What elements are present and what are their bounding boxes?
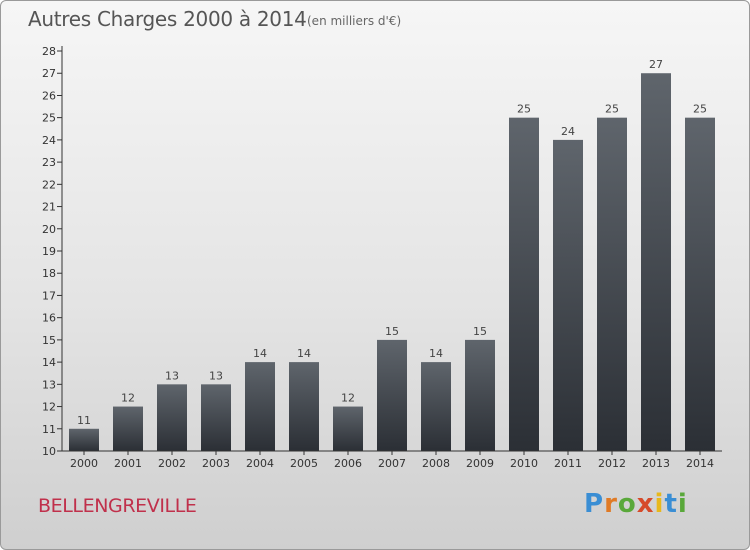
bar-value-label: 13 <box>209 369 223 382</box>
bar-value-label: 14 <box>253 347 267 360</box>
bar-value-label: 25 <box>693 103 707 116</box>
bar-value-label: 15 <box>473 325 487 338</box>
x-tick-label: 2006 <box>334 457 362 470</box>
bar <box>245 362 275 451</box>
y-tick-label: 15 <box>42 334 56 347</box>
bar-value-label: 11 <box>77 414 91 427</box>
logo-letter: i <box>654 489 665 519</box>
bar <box>465 339 495 451</box>
logo-letter: r <box>604 489 618 519</box>
bar <box>157 384 187 451</box>
bar <box>69 428 99 451</box>
y-tick-label: 25 <box>42 112 56 125</box>
logo-letter: i <box>677 489 688 519</box>
logo-letter: P <box>584 489 605 519</box>
bar-value-label: 25 <box>517 103 531 116</box>
bar <box>113 406 143 451</box>
bar <box>553 139 583 451</box>
bar-value-label: 25 <box>605 103 619 116</box>
y-tick-label: 19 <box>42 245 56 258</box>
y-tick-label: 11 <box>42 423 56 436</box>
bar <box>685 117 715 452</box>
x-tick-label: 2010 <box>510 457 538 470</box>
logo-letter: x <box>636 489 655 519</box>
y-tick-label: 12 <box>42 401 56 414</box>
y-tick-label: 17 <box>42 289 56 302</box>
bar <box>641 73 671 451</box>
x-tick-label: 2008 <box>422 457 450 470</box>
proxiti-logo: Proxiti <box>584 489 688 519</box>
y-tick-label: 18 <box>42 267 56 280</box>
x-tick-label: 2001 <box>114 457 142 470</box>
bar <box>289 362 319 451</box>
city-name: BELLENGREVILLE <box>38 495 197 517</box>
x-tick-label: 2007 <box>378 457 406 470</box>
x-tick-label: 2009 <box>466 457 494 470</box>
y-tick-label: 13 <box>42 378 56 391</box>
bar-value-label: 13 <box>165 369 179 382</box>
x-tick-label: 2004 <box>246 457 274 470</box>
bar <box>201 384 231 451</box>
bar <box>421 362 451 451</box>
bar <box>597 117 627 452</box>
y-tick-label: 22 <box>42 178 56 191</box>
chart-unit: (en milliers d'€) <box>307 14 402 28</box>
bar <box>377 339 407 451</box>
y-tick-label: 10 <box>42 445 56 458</box>
y-tick-label: 27 <box>42 67 56 80</box>
bar-value-label: 12 <box>341 392 355 405</box>
bar-value-label: 12 <box>121 392 135 405</box>
y-tick-label: 26 <box>42 89 56 102</box>
bar <box>333 406 363 451</box>
x-tick-label: 2013 <box>642 457 670 470</box>
bar-value-label: 24 <box>561 125 575 138</box>
x-tick-label: 2012 <box>598 457 626 470</box>
y-tick-label: 24 <box>42 134 56 147</box>
x-tick-label: 2003 <box>202 457 230 470</box>
bar-value-label: 27 <box>649 58 663 71</box>
bar <box>509 117 539 452</box>
y-tick-label: 23 <box>42 156 56 169</box>
y-tick-label: 20 <box>42 223 56 236</box>
bar-value-label: 15 <box>385 325 399 338</box>
y-tick-label: 16 <box>42 312 56 325</box>
chart-title: Autres Charges 2000 à 2014 <box>28 7 307 31</box>
x-tick-label: 2005 <box>290 457 318 470</box>
bar-value-label: 14 <box>297 347 311 360</box>
x-tick-label: 2011 <box>554 457 582 470</box>
y-tick-label: 28 <box>42 45 56 58</box>
y-tick-label: 21 <box>42 201 56 214</box>
x-tick-label: 2002 <box>158 457 186 470</box>
bar-value-label: 14 <box>429 347 443 360</box>
logo-letter: t <box>664 489 678 519</box>
x-tick-label: 2014 <box>686 457 714 470</box>
y-tick-label: 14 <box>42 356 56 369</box>
x-tick-label: 2000 <box>70 457 98 470</box>
logo-letter: o <box>617 489 637 519</box>
